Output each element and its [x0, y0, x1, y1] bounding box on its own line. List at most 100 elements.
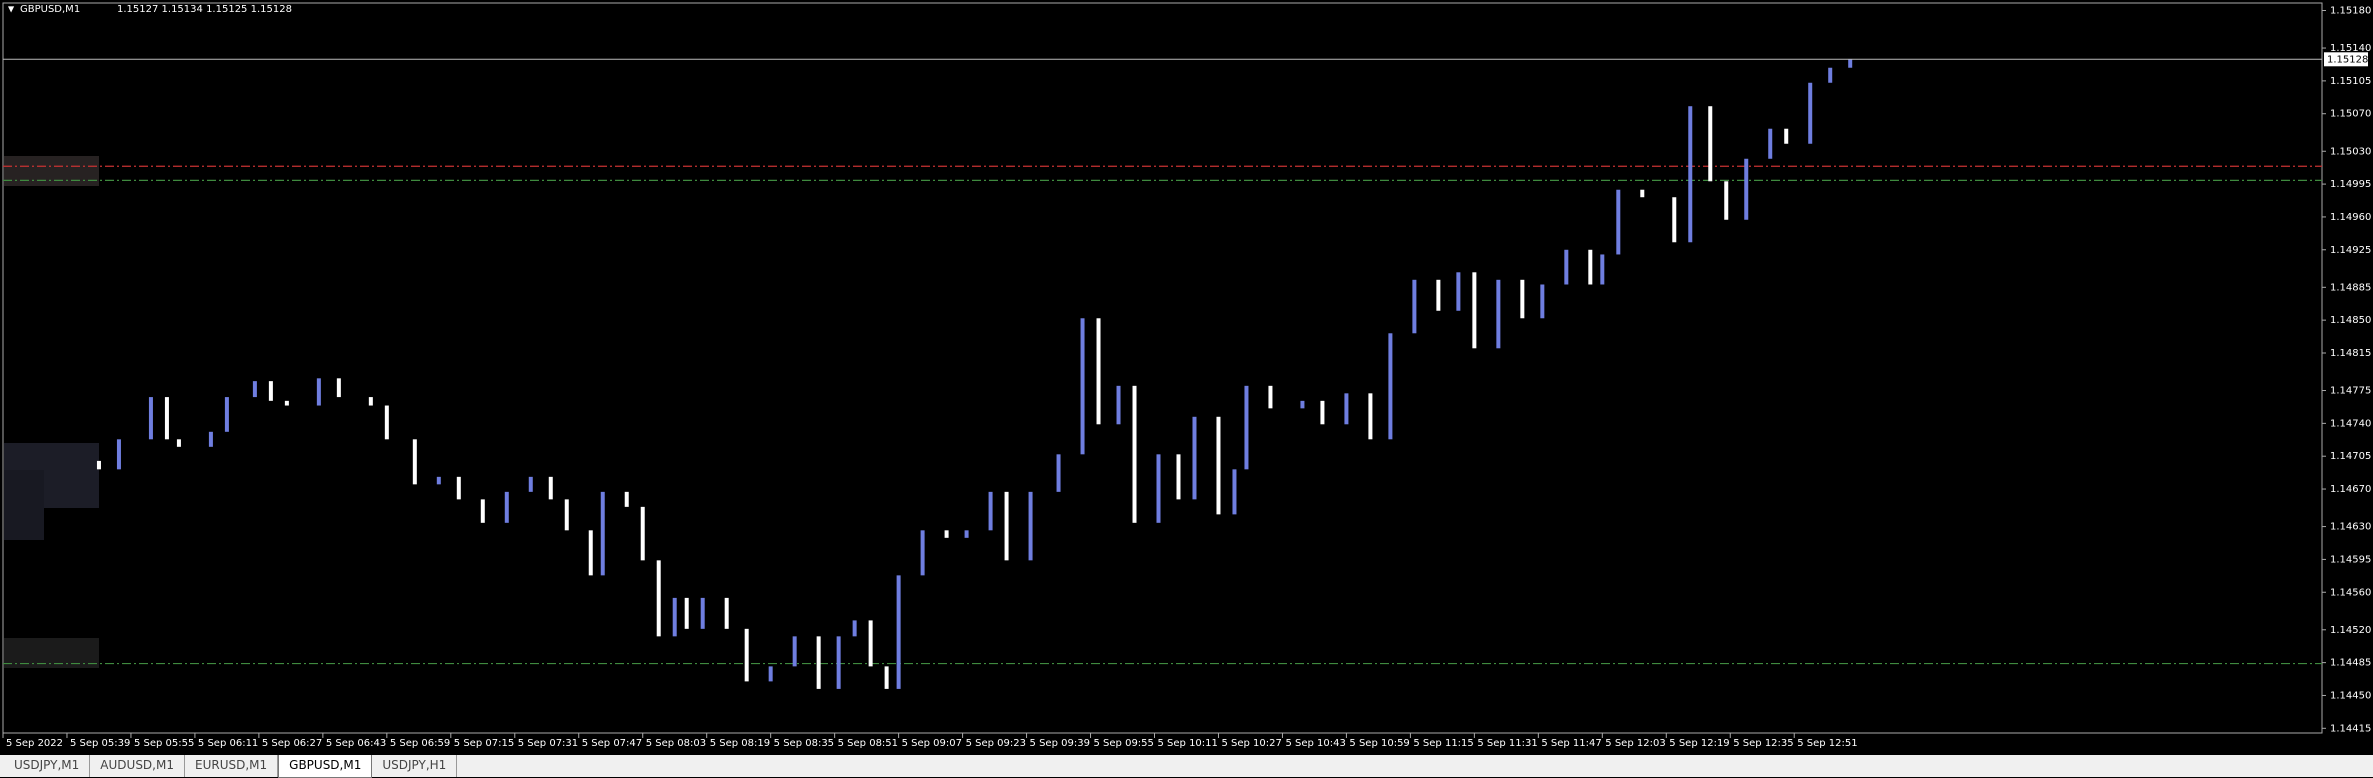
tab[interactable]: EURUSD,M1	[185, 755, 279, 777]
x-tick-label: 5 Sep 09:23	[966, 738, 1026, 749]
x-tick-label: 5 Sep 08:03	[646, 738, 706, 749]
collapse-icon[interactable]: ▼	[8, 5, 15, 14]
candle	[816, 636, 821, 689]
chart: ▼ GBPUSD,M1 1.15127 1.15134 1.15125 1.15…	[2, 2, 2371, 749]
x-tick-label: 5 Sep 08:35	[774, 738, 834, 749]
candle	[164, 397, 169, 440]
y-tick-label: 1.15140	[2330, 43, 2371, 54]
candle	[1520, 279, 1525, 319]
bid-label-box	[2324, 52, 2368, 67]
y-tick-label: 1.15030	[2330, 146, 2371, 157]
y-tick-label: 1.14705	[2330, 451, 2371, 462]
x-tick-label: 5 Sep 10:11	[1158, 738, 1218, 749]
candle	[672, 597, 677, 637]
candle	[436, 476, 441, 485]
candle	[684, 597, 689, 629]
y-tick-label: 1.14485	[2330, 658, 2371, 669]
y-tick-label: 1.14925	[2330, 245, 2371, 256]
candle	[1216, 416, 1221, 515]
candle	[1056, 454, 1061, 492]
x-tick-label: 5 Sep 12:35	[1733, 738, 1793, 749]
candle	[964, 530, 969, 538]
candle	[528, 476, 533, 492]
candle	[884, 666, 889, 689]
candle	[316, 378, 321, 406]
candle	[368, 397, 373, 406]
y-tick-label: 1.14850	[2330, 315, 2371, 326]
candle	[588, 530, 593, 576]
y-tick-label: 1.14595	[2330, 554, 2371, 565]
candle	[224, 397, 229, 432]
y-tick-label: 1.14815	[2330, 348, 2371, 359]
y-tick-label: 1.14630	[2330, 522, 2371, 533]
candle	[988, 491, 993, 531]
candle	[1784, 128, 1789, 144]
candle	[1080, 318, 1085, 455]
candle	[1616, 189, 1621, 255]
x-tick-label: 5 Sep 07:31	[518, 738, 578, 749]
candle	[1672, 197, 1677, 243]
candle	[1540, 284, 1545, 319]
x-tick-label: 5 Sep 12:19	[1669, 738, 1729, 749]
candle	[336, 378, 341, 398]
x-tick-label: 5 Sep 12:03	[1605, 738, 1665, 749]
candle	[1344, 393, 1349, 425]
candle	[1456, 272, 1461, 311]
candle	[944, 530, 949, 538]
candle	[1708, 106, 1713, 182]
x-tick-label: 5 Sep 06:27	[262, 738, 322, 749]
candle	[1388, 333, 1393, 440]
candle	[268, 381, 273, 401]
candle	[1600, 254, 1605, 285]
tab[interactable]: AUDUSD,M1	[90, 755, 185, 777]
candle	[1004, 491, 1009, 561]
candle	[852, 620, 857, 637]
y-tick-label: 1.14450	[2330, 690, 2371, 701]
candle	[1496, 279, 1501, 349]
x-tick-label: 5 Sep 11:47	[1541, 738, 1601, 749]
y-tick-label: 1.14560	[2330, 587, 2371, 598]
tab-bar: USDJPY,M1 AUDUSD,M1 EURUSD,M1 GBPUSD,M1 USDJ…	[0, 755, 2373, 778]
x-tick-label: 5 Sep 09:07	[902, 738, 962, 749]
x-tick-label: 5 Sep 06:11	[198, 738, 258, 749]
candle	[1768, 128, 1773, 159]
candle	[896, 575, 901, 689]
x-tick-label: 5 Sep 09:39	[1030, 738, 1090, 749]
candle	[1436, 279, 1441, 311]
tab[interactable]: USDJPY,H1	[372, 755, 458, 777]
candle	[600, 491, 605, 576]
y-tick-label: 1.14775	[2330, 386, 2371, 397]
candle	[768, 666, 773, 682]
x-tick-label: 5 Sep 10:59	[1349, 738, 1409, 749]
candle	[1368, 393, 1373, 440]
y-tick-label: 1.14960	[2330, 212, 2371, 223]
candle	[1564, 249, 1569, 285]
candle	[504, 491, 509, 523]
candle	[1688, 106, 1693, 243]
candle	[208, 431, 213, 447]
x-tick-label: 5 Sep 07:15	[454, 738, 514, 749]
x-tick-label: 5 Sep 06:59	[390, 738, 450, 749]
candle	[1096, 318, 1101, 425]
y-tick-label: 1.14520	[2330, 625, 2371, 636]
bid-label: 1.15128	[2327, 54, 2368, 65]
tab[interactable]: GBPUSD,M1	[278, 755, 373, 778]
symbol: GBPUSD,M1	[20, 4, 80, 15]
x-tick-label: 5 Sep 06:43	[326, 738, 386, 749]
x-tick-label: 5 Sep 08:19	[710, 738, 770, 749]
x-tick-label: 5 Sep 09:55	[1094, 738, 1154, 749]
tab[interactable]: USDJPY,M1	[4, 755, 91, 777]
y-tick-label: 1.15105	[2330, 76, 2371, 87]
candle	[1244, 385, 1249, 470]
candle	[116, 439, 121, 470]
y-tick-label: 1.15180	[2330, 6, 2371, 17]
candle	[1300, 400, 1305, 409]
candle	[700, 597, 705, 629]
candle	[412, 439, 417, 485]
candle	[1588, 249, 1593, 285]
candle	[868, 620, 873, 667]
candle	[624, 491, 629, 507]
candle	[1132, 385, 1137, 523]
candle	[744, 628, 749, 682]
